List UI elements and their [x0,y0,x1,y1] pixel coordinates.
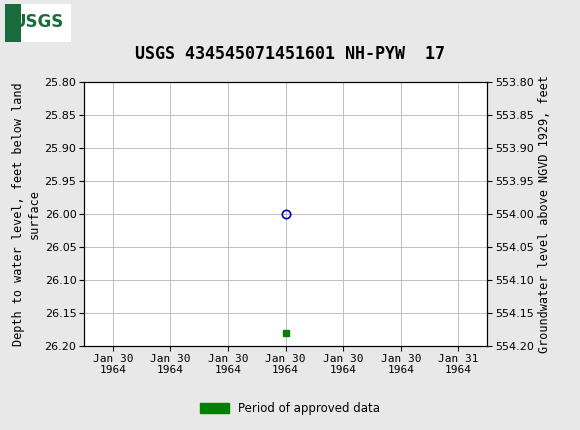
Legend: Period of approved data: Period of approved data [195,397,385,420]
Y-axis label: Groundwater level above NGVD 1929, feet: Groundwater level above NGVD 1929, feet [538,75,551,353]
Bar [5,3,21,42]
Y-axis label: Depth to water level, feet below land
surface: Depth to water level, feet below land su… [12,82,41,346]
Bar [5,3,71,42]
Text: USGS 434545071451601 NH-PYW  17: USGS 434545071451601 NH-PYW 17 [135,45,445,63]
Text: USGS: USGS [12,12,63,31]
